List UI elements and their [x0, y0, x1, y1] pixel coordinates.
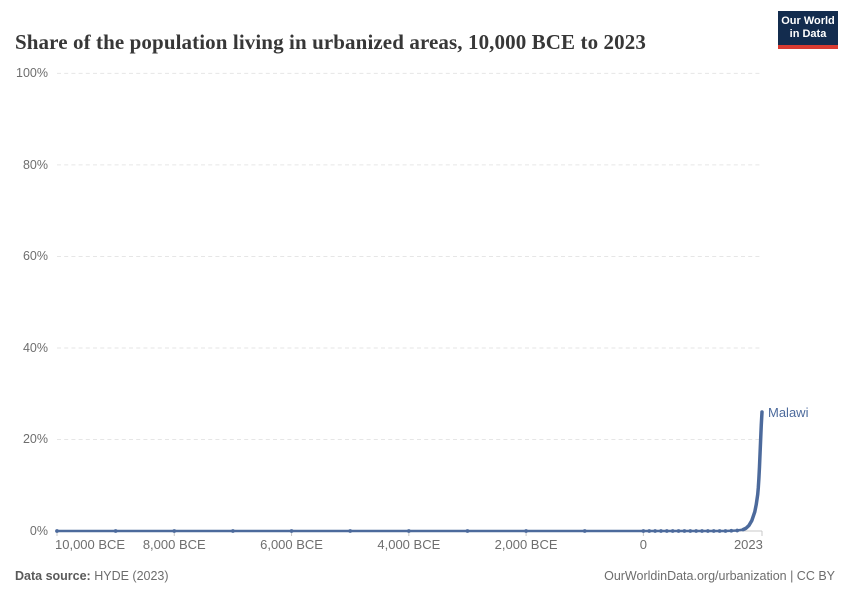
data-point-marker — [231, 529, 235, 533]
data-point-marker — [735, 528, 740, 533]
y-tick-label: 20% — [22, 432, 48, 447]
owid-logo-box: Our World in Data — [778, 11, 838, 45]
page-title: Share of the population living in urbani… — [15, 30, 646, 55]
data-source-note: Data source: HYDE (2023) — [15, 568, 169, 584]
owid-logo[interactable]: Our World in Data — [778, 11, 838, 49]
x-tick-label: 8,000 BCE — [142, 537, 206, 552]
owid-logo-line1: Our World — [781, 15, 835, 27]
data-point-marker — [676, 529, 681, 533]
data-point-marker — [694, 529, 699, 533]
x-tick-label: 2023 — [733, 537, 763, 552]
x-tick-label: 0 — [639, 537, 647, 552]
footer-license-link[interactable]: OurWorldinData.org/urbanization | CC BY — [604, 569, 835, 583]
data-source-label: Data source: — [15, 569, 91, 583]
data-point-marker — [289, 529, 294, 533]
data-point-marker — [406, 529, 411, 533]
data-point-marker — [729, 528, 734, 533]
y-tick-label: 100% — [16, 66, 48, 81]
data-point-marker — [670, 529, 675, 533]
data-point-marker — [700, 529, 704, 533]
x-tick-label: 6,000 BCE — [260, 537, 323, 552]
y-tick-label: 60% — [22, 249, 48, 264]
y-tick-label: 80% — [22, 157, 48, 172]
data-point-marker — [647, 529, 652, 533]
data-line-tail — [741, 410, 764, 532]
x-tick-label: 4,000 BCE — [377, 537, 441, 552]
y-tick-label: 40% — [22, 340, 48, 355]
data-line[interactable] — [55, 410, 764, 533]
data-point-marker — [723, 529, 728, 533]
data-point-marker — [465, 529, 470, 533]
data-point-marker — [113, 529, 118, 533]
data-point-marker — [348, 529, 353, 533]
data-point-marker — [55, 529, 59, 533]
data-point-marker — [172, 529, 177, 533]
owid-logo-red-bar — [778, 45, 838, 49]
x-tick-label: 2,000 BCE — [494, 537, 558, 552]
series-end-label-malawi: Malawi — [768, 405, 809, 421]
chart-plot[interactable] — [0, 0, 850, 560]
data-point-marker — [659, 529, 663, 533]
data-point-marker — [524, 529, 529, 533]
data-point-marker — [682, 529, 687, 533]
data-point-marker — [641, 529, 646, 533]
y-tick-label: 0% — [29, 524, 48, 538]
data-point-marker — [688, 529, 693, 533]
data-point-marker — [705, 529, 710, 533]
data-point-marker — [717, 529, 722, 533]
x-tick-label: 10,000 BCE — [55, 537, 126, 552]
data-point-marker — [711, 529, 716, 533]
owid-logo-line2: in Data — [789, 28, 827, 40]
data-point-marker — [664, 529, 669, 533]
data-source-value: HYDE (2023) — [90, 569, 169, 583]
data-point-marker — [653, 529, 658, 533]
data-point-marker — [582, 529, 587, 533]
